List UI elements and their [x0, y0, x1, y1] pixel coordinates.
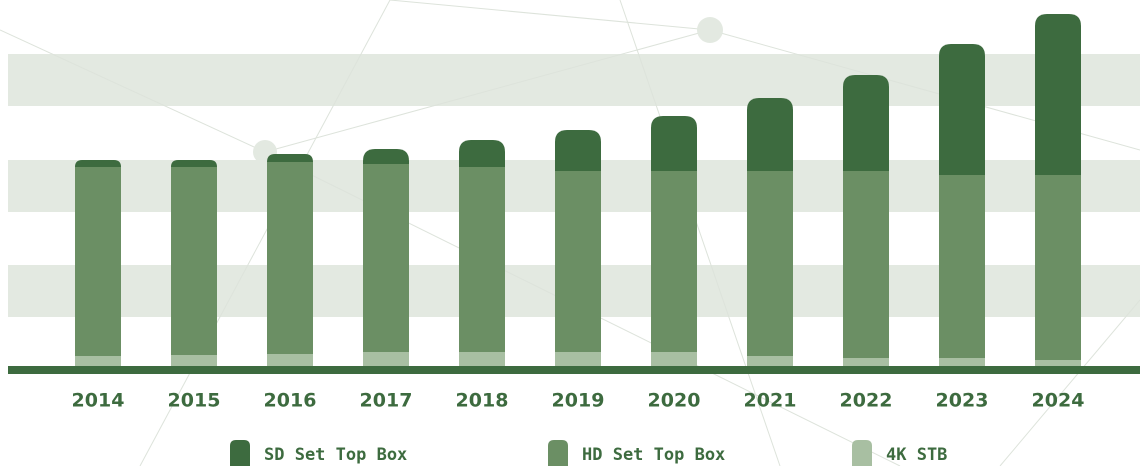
x-tick-label: 2023: [936, 390, 989, 412]
bar-segment: [651, 171, 697, 352]
x-tick-label: 2018: [456, 390, 509, 412]
bar-segment: [747, 356, 793, 366]
bar-segment: [747, 98, 793, 171]
legend-swatch: [230, 440, 250, 466]
bar-segment: [75, 356, 121, 366]
bar-segment: [939, 44, 985, 175]
bar-segment: [651, 116, 697, 171]
bar-segment: [459, 352, 505, 366]
bar-segment: [75, 167, 121, 356]
bar-segment: [75, 160, 121, 167]
bar-segment: [171, 160, 217, 167]
x-tick-label: 2024: [1032, 390, 1085, 412]
legend-swatch: [548, 440, 568, 466]
x-tick-label: 2022: [840, 390, 893, 412]
deco-dot: [697, 17, 723, 43]
bar-segment: [555, 352, 601, 366]
bar-segment: [939, 358, 985, 366]
bar-segment: [267, 162, 313, 354]
bar-segment: [651, 352, 697, 366]
x-tick-label: 2021: [744, 390, 797, 412]
bar-segment: [939, 175, 985, 358]
bar-segment: [1035, 14, 1081, 175]
x-tick-label: 2015: [168, 390, 221, 412]
bar-segment: [1035, 360, 1081, 366]
x-tick-label: 2017: [360, 390, 413, 412]
x-tick-label: 2014: [72, 390, 125, 412]
bar-segment: [267, 354, 313, 366]
bar-segment: [1035, 175, 1081, 360]
bar-segment: [843, 358, 889, 366]
legend-swatch: [852, 440, 872, 466]
bar-segment: [555, 130, 601, 171]
bar-segment: [171, 355, 217, 366]
legend-label: SD Set Top Box: [264, 445, 407, 465]
bar-segment: [459, 167, 505, 352]
bar-segment: [363, 164, 409, 352]
bar-segment: [555, 171, 601, 352]
baseline: [8, 366, 1140, 374]
x-tick-label: 2020: [648, 390, 701, 412]
bar-segment: [171, 167, 217, 355]
legend-label: HD Set Top Box: [582, 445, 725, 465]
bar-segment: [843, 171, 889, 358]
x-tick-label: 2019: [552, 390, 605, 412]
legend-label: 4K STB: [886, 445, 947, 465]
bar-segment: [459, 140, 505, 167]
bar-segment: [363, 352, 409, 366]
bar-segment: [267, 154, 313, 162]
bar-segment: [747, 171, 793, 356]
x-tick-label: 2016: [264, 390, 317, 412]
bar-segment: [363, 149, 409, 164]
bar-segment: [843, 75, 889, 171]
